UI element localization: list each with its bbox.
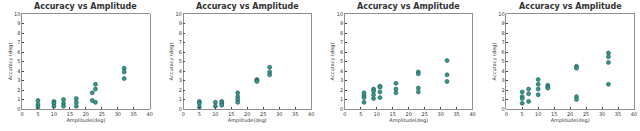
svg-text:20: 20	[83, 111, 89, 117]
svg-text:5: 5	[179, 58, 182, 64]
svg-text:25: 25	[260, 111, 266, 117]
svg-text:Accuracy vs Amplitude: Accuracy vs Amplitude	[196, 2, 299, 11]
svg-text:30: 30	[115, 111, 121, 117]
svg-text:10: 10	[337, 11, 343, 17]
svg-text:25: 25	[421, 111, 427, 117]
svg-text:5: 5	[17, 58, 20, 64]
svg-text:0: 0	[179, 106, 182, 112]
svg-text:Accuracy vs Amplitude: Accuracy vs Amplitude	[519, 2, 622, 11]
svg-text:Amplitude(deg): Amplitude(deg)	[389, 117, 428, 124]
svg-text:4: 4	[179, 68, 182, 74]
svg-text:10: 10	[14, 11, 20, 17]
svg-text:Accuracy (deg): Accuracy (deg)	[491, 43, 498, 81]
svg-text:40: 40	[631, 111, 637, 117]
svg-text:20: 20	[244, 111, 250, 117]
svg-text:15: 15	[390, 111, 396, 117]
svg-text:15: 15	[67, 111, 73, 117]
svg-text:30: 30	[437, 111, 443, 117]
svg-text:3: 3	[179, 77, 182, 83]
svg-text:8: 8	[179, 30, 182, 36]
svg-text:5: 5	[36, 111, 39, 117]
svg-text:Amplitude(deg): Amplitude(deg)	[551, 117, 590, 124]
svg-text:6: 6	[17, 49, 20, 55]
svg-text:4: 4	[340, 68, 343, 74]
svg-text:8: 8	[501, 30, 504, 36]
svg-text:40: 40	[308, 111, 314, 117]
svg-text:7: 7	[501, 39, 504, 45]
svg-text:1: 1	[501, 96, 504, 102]
svg-text:6: 6	[340, 49, 343, 55]
svg-text:Accuracy (deg): Accuracy (deg)	[329, 43, 336, 81]
svg-text:3: 3	[501, 77, 504, 83]
svg-text:0: 0	[17, 106, 20, 112]
svg-text:10: 10	[175, 11, 181, 17]
svg-text:0: 0	[501, 106, 504, 112]
svg-text:15: 15	[551, 111, 557, 117]
svg-text:40: 40	[147, 111, 153, 117]
svg-text:7: 7	[179, 39, 182, 45]
svg-text:35: 35	[292, 111, 298, 117]
svg-text:0: 0	[505, 111, 508, 117]
svg-text:10: 10	[212, 111, 218, 117]
svg-text:20: 20	[567, 111, 573, 117]
svg-text:7: 7	[340, 39, 343, 45]
svg-text:8: 8	[17, 30, 20, 36]
svg-text:5: 5	[521, 111, 524, 117]
svg-text:5: 5	[501, 58, 504, 64]
svg-text:9: 9	[179, 20, 182, 26]
svg-text:0: 0	[182, 111, 185, 117]
svg-text:2: 2	[179, 87, 182, 93]
svg-text:15: 15	[228, 111, 234, 117]
svg-text:7: 7	[17, 39, 20, 45]
svg-text:Accuracy (deg): Accuracy (deg)	[168, 43, 175, 81]
svg-text:3: 3	[17, 77, 20, 83]
svg-text:10: 10	[535, 111, 541, 117]
svg-text:0: 0	[340, 106, 343, 112]
svg-text:Amplitude(deg): Amplitude(deg)	[228, 117, 267, 124]
svg-text:1: 1	[17, 96, 20, 102]
svg-text:4: 4	[17, 68, 20, 74]
svg-text:5: 5	[359, 111, 362, 117]
svg-text:20: 20	[406, 111, 412, 117]
svg-text:Accuracy (deg): Accuracy (deg)	[7, 43, 14, 81]
svg-text:1: 1	[179, 96, 182, 102]
svg-text:9: 9	[340, 20, 343, 26]
svg-text:5: 5	[340, 58, 343, 64]
svg-text:6: 6	[179, 49, 182, 55]
svg-text:2: 2	[501, 87, 504, 93]
svg-text:35: 35	[453, 111, 459, 117]
svg-text:9: 9	[17, 20, 20, 26]
svg-text:Accuracy vs Amplitude: Accuracy vs Amplitude	[357, 2, 460, 11]
svg-text:8: 8	[340, 30, 343, 36]
svg-text:3: 3	[340, 77, 343, 83]
svg-text:0: 0	[20, 111, 23, 117]
svg-text:35: 35	[131, 111, 137, 117]
svg-text:30: 30	[599, 111, 605, 117]
svg-text:10: 10	[498, 11, 504, 17]
svg-text:Amplitude(deg): Amplitude(deg)	[66, 117, 105, 124]
svg-text:5: 5	[198, 111, 201, 117]
svg-text:0: 0	[343, 111, 346, 117]
svg-text:4: 4	[501, 68, 504, 74]
svg-text:Accuracy vs Amplitude: Accuracy vs Amplitude	[34, 2, 137, 11]
svg-text:2: 2	[17, 87, 20, 93]
svg-text:9: 9	[501, 20, 504, 26]
svg-text:25: 25	[583, 111, 589, 117]
svg-text:35: 35	[615, 111, 621, 117]
svg-text:10: 10	[374, 111, 380, 117]
svg-text:25: 25	[99, 111, 105, 117]
svg-text:1: 1	[340, 96, 343, 102]
svg-text:30: 30	[276, 111, 282, 117]
svg-text:2: 2	[340, 87, 343, 93]
svg-text:10: 10	[51, 111, 57, 117]
svg-text:40: 40	[469, 111, 475, 117]
svg-text:6: 6	[501, 49, 504, 55]
